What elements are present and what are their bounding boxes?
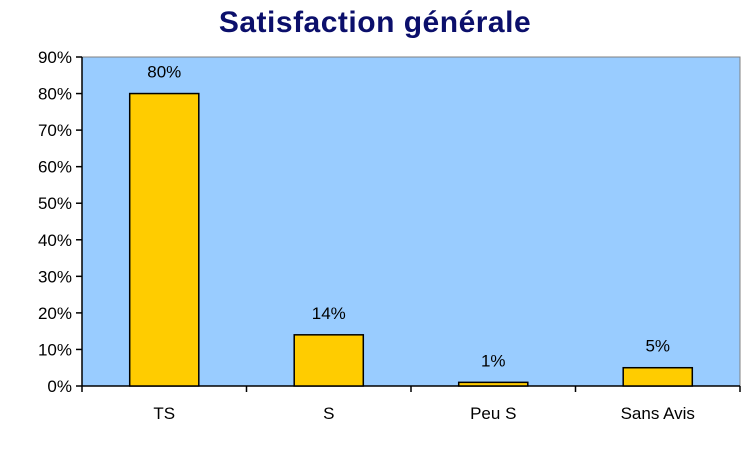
category-labels: TS S Peu S Sans Avis xyxy=(153,404,695,423)
y-tick-label: 10% xyxy=(38,340,72,359)
bars xyxy=(128,92,694,387)
y-tick-label: 90% xyxy=(38,48,72,67)
data-label: 80% xyxy=(147,63,181,82)
y-tick-label: 40% xyxy=(38,231,72,250)
y-tick-label: 80% xyxy=(38,85,72,104)
category-label: Peu S xyxy=(470,404,516,423)
bar-peu-s xyxy=(457,381,529,387)
category-label: Sans Avis xyxy=(621,404,695,423)
y-tick-label: 20% xyxy=(38,304,72,323)
y-tick-label: 0% xyxy=(47,377,72,396)
y-tick-label: 50% xyxy=(38,194,72,213)
y-tick-label: 30% xyxy=(38,267,72,286)
y-tick-label: 60% xyxy=(38,158,72,177)
bar-sans-avis xyxy=(622,366,694,387)
x-axis xyxy=(81,385,741,392)
bar-ts xyxy=(128,92,200,387)
y-tick-label: 70% xyxy=(38,121,72,140)
data-label: 14% xyxy=(312,304,346,323)
bar-s xyxy=(293,334,365,387)
data-label: 1% xyxy=(481,351,506,370)
data-label: 5% xyxy=(645,337,670,356)
category-label: TS xyxy=(153,404,175,423)
chart-title: Satisfaction générale xyxy=(218,6,532,39)
y-axis: 0% 10% 20% 30% 40% 50% 60% 70% 80% 90% xyxy=(38,48,83,396)
data-labels: 80% 14% 1% 5% xyxy=(147,63,670,371)
category-label: S xyxy=(323,404,334,423)
